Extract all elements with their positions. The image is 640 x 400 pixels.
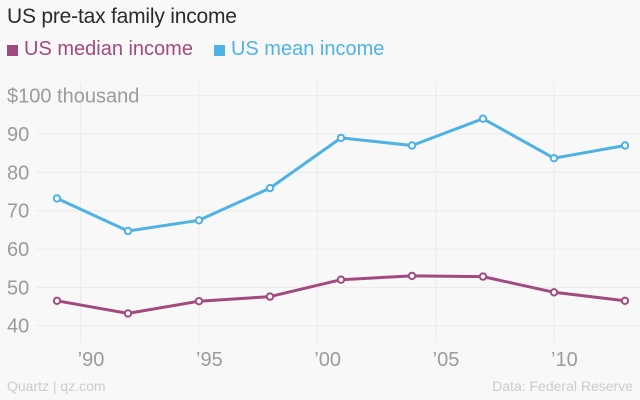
chart-legend: US median income US mean income bbox=[7, 38, 384, 61]
y-axis-tick-label: 90 bbox=[7, 124, 29, 146]
y-axis-tick-label: 70 bbox=[7, 201, 29, 223]
x-axis-tick-label: ’00 bbox=[314, 349, 341, 371]
x-axis-tick-label: ’95 bbox=[196, 349, 223, 371]
data-point-us-median-income bbox=[52, 296, 62, 305]
x-axis-tick-label: ’10 bbox=[551, 349, 578, 371]
median-series-swatch-icon bbox=[7, 45, 18, 56]
legend-item-label: US median income bbox=[24, 38, 193, 60]
y-axis-unit-label: $100 thousand bbox=[7, 86, 139, 108]
data-point-us-median-income bbox=[407, 271, 417, 281]
data-point-us-mean-income bbox=[52, 194, 62, 203]
y-axis-tick-label: 60 bbox=[7, 239, 29, 261]
x-axis-tick-label: ’90 bbox=[78, 349, 105, 371]
legend-item-label: US mean income bbox=[230, 38, 385, 60]
data-point-us-median-income bbox=[620, 296, 630, 305]
chart-title: US pre-tax family income bbox=[7, 5, 237, 28]
data-point-us-mean-income bbox=[478, 114, 488, 123]
y-axis-tick-label: 50 bbox=[7, 277, 29, 299]
data-point-us-mean-income bbox=[265, 183, 275, 193]
data-point-us-median-income bbox=[549, 288, 559, 297]
data-point-us-median-income bbox=[123, 309, 133, 318]
mean-series-swatch-icon bbox=[213, 45, 225, 56]
source-branding: Quartz | qz.com bbox=[7, 378, 106, 394]
data-point-us-mean-income bbox=[620, 141, 630, 150]
data-point-us-mean-income bbox=[549, 154, 559, 163]
data-point-us-median-income bbox=[478, 272, 488, 281]
data-source-credit: Data: Federal Reserve bbox=[492, 378, 633, 394]
data-point-us-mean-income bbox=[123, 226, 133, 236]
data-point-us-median-income bbox=[265, 292, 275, 301]
legend-item-median: US median income bbox=[7, 38, 193, 61]
data-point-us-median-income bbox=[194, 297, 204, 306]
data-point-us-mean-income bbox=[336, 133, 346, 143]
y-axis-tick-label: 40 bbox=[7, 316, 29, 338]
y-axis-tick-label: 80 bbox=[7, 162, 29, 184]
data-point-us-mean-income bbox=[194, 216, 204, 225]
data-point-us-median-income bbox=[336, 275, 346, 284]
legend-item-mean: US mean income bbox=[213, 38, 385, 61]
x-axis-tick-label: ’05 bbox=[433, 349, 460, 371]
data-point-us-mean-income bbox=[407, 141, 417, 150]
